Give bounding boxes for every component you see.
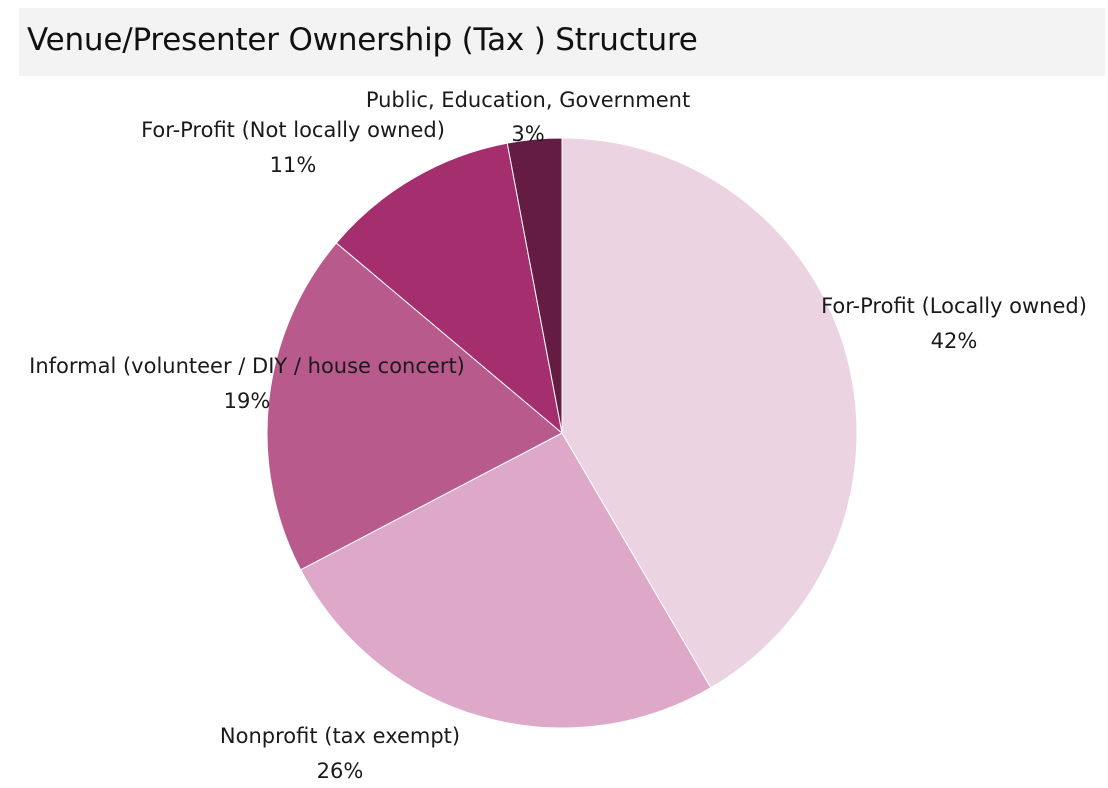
slice-category-label: Public, Education, Government bbox=[366, 88, 690, 112]
slice-category-label: Nonprofit (tax exempt) bbox=[220, 724, 460, 748]
pie-slice[interactable] bbox=[561, 137, 858, 689]
slice-percent-label: 19% bbox=[224, 389, 271, 413]
title-bar: Venue/Presenter Ownership (Tax ) Structu… bbox=[19, 8, 1105, 76]
slice-percent-label: 3% bbox=[511, 122, 544, 146]
pie-slice[interactable] bbox=[266, 242, 563, 571]
slice-percent-label: 26% bbox=[317, 759, 364, 783]
slice-category-label: For-Profit (Not locally owned) bbox=[141, 118, 445, 142]
slice-category-label: Informal (volunteer / DIY / house concer… bbox=[29, 354, 465, 378]
slice-percent-label: 42% bbox=[931, 329, 978, 353]
pie-slice[interactable] bbox=[299, 432, 712, 729]
slice-category-label: For-Profit (Locally owned) bbox=[821, 294, 1087, 318]
slice-percent-label: 11% bbox=[270, 153, 317, 177]
pie-slice[interactable] bbox=[335, 142, 563, 435]
pie-slice[interactable] bbox=[506, 137, 563, 434]
chart-title: Venue/Presenter Ownership (Tax ) Structu… bbox=[27, 22, 698, 58]
